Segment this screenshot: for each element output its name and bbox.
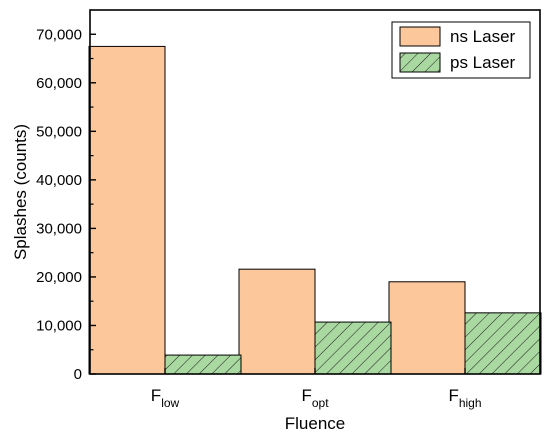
- bar-ps-laser-0: [164, 354, 242, 375]
- x-axis: Flow Fopt Fhigh: [151, 368, 482, 410]
- legend-label-ns-laser: ns Laser: [450, 27, 516, 46]
- y-tick-label: 0: [74, 366, 82, 383]
- x-tick-label-subscript: low: [161, 396, 179, 410]
- legend-swatch-ps-laser: [399, 52, 441, 73]
- x-tick-label-subscript: opt: [312, 396, 329, 410]
- x-tick-label: Flow: [151, 386, 180, 410]
- y-tick-label: 40,000: [36, 172, 82, 189]
- y-tick-label: 60,000: [36, 75, 82, 92]
- x-tick-label-subscript: high: [459, 396, 482, 410]
- bar-ns-laser-2: [388, 281, 466, 375]
- legend: ns Laser ps Laser: [391, 21, 531, 79]
- y-tick-label: 20,000: [36, 269, 82, 286]
- y-axis-title: Splashes (counts): [11, 124, 30, 260]
- bars-layer: [88, 45, 542, 375]
- legend-label-ps-laser: ps Laser: [450, 53, 516, 72]
- bar-ns-laser-0: [88, 45, 166, 375]
- x-tick-label-base: F: [301, 386, 311, 405]
- x-tick-label-base: F: [448, 386, 458, 405]
- y-axis: 0 10,000 20,000 30,000 40,000 50,000 60,000 70,…: [36, 26, 96, 383]
- bar-ps-laser-1: [314, 321, 392, 375]
- x-tick-label-base: F: [151, 386, 161, 405]
- y-tick-label: 10,000: [36, 317, 82, 334]
- y-tick-label: 70,000: [36, 26, 82, 43]
- y-tick-label: 30,000: [36, 220, 82, 237]
- x-axis-title: Fluence: [285, 414, 345, 433]
- bar-ps-laser-2: [464, 312, 542, 375]
- legend-swatch-ns-laser: [399, 26, 441, 47]
- x-tick-label: Fopt: [301, 386, 329, 410]
- x-tick-label: Fhigh: [448, 386, 481, 410]
- bar-ns-laser-1: [238, 268, 316, 375]
- y-tick-label: 50,000: [36, 123, 82, 140]
